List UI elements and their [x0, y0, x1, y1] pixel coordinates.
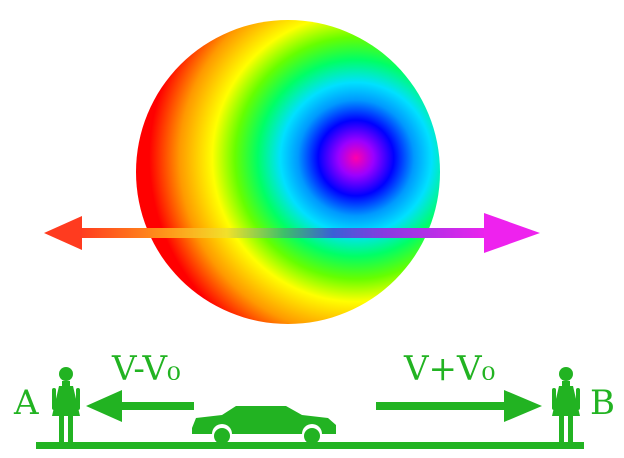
car-icon — [192, 406, 336, 444]
arrow-left-head — [44, 216, 82, 250]
velocity-right-label: V+V₀ — [403, 349, 495, 389]
double-headed-arrow — [44, 213, 540, 253]
velocity-left-label: V-V₀ — [111, 349, 181, 389]
arrow-right-head — [484, 213, 540, 253]
person-icon — [552, 367, 580, 444]
ground-line — [36, 442, 584, 449]
observer-a-label: A — [13, 383, 39, 423]
observer-b-label: B — [590, 383, 615, 423]
velocity-arrow-left — [86, 390, 194, 422]
person-icon — [52, 367, 80, 444]
velocity-arrow-right — [376, 390, 542, 422]
doppler-sphere — [136, 20, 440, 324]
